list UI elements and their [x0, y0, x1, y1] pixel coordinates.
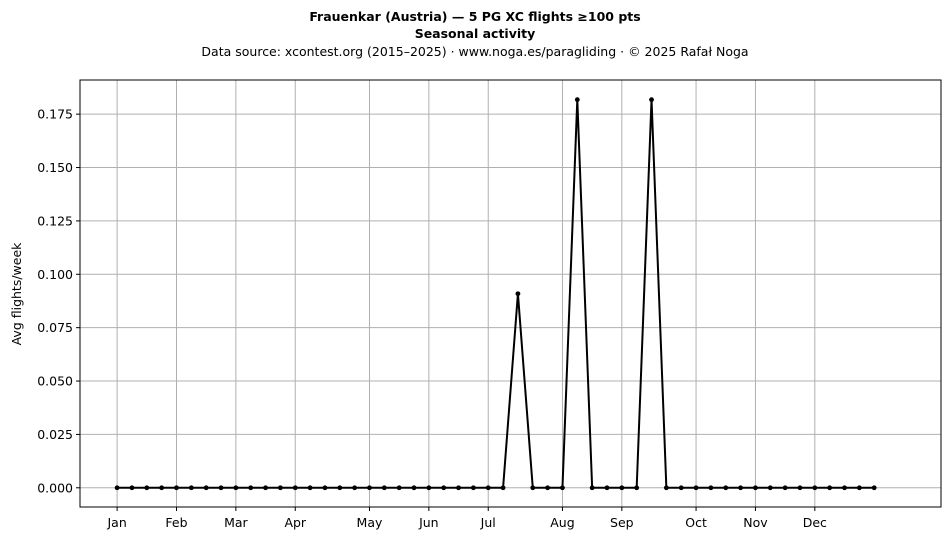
data-point [174, 485, 179, 491]
data-point [426, 485, 432, 491]
y-tick-label: 0.075 [37, 320, 73, 335]
data-point [129, 485, 135, 491]
x-tick-label: Nov [743, 515, 768, 530]
data-point [515, 291, 521, 297]
data-point [188, 485, 194, 491]
data-point [248, 485, 254, 491]
x-tick-label: Apr [284, 515, 306, 530]
data-point [782, 485, 788, 491]
data-point [203, 485, 209, 491]
data-point [485, 485, 491, 491]
data-point [441, 485, 447, 491]
data-point [500, 485, 506, 491]
data-point [144, 485, 150, 491]
data-point [114, 485, 120, 491]
y-axis-label: Avg flights/week [9, 242, 24, 346]
data-point [663, 485, 669, 491]
data-point [545, 485, 551, 491]
y-tick-label: 0.150 [37, 160, 73, 175]
x-tick-label: Jan [106, 515, 126, 530]
chart-subtitle: Seasonal activity [415, 26, 536, 41]
data-point [159, 485, 165, 491]
plot-frame [79, 79, 942, 508]
x-tick-label: Jun [418, 515, 439, 530]
x-tick-label: Jul [480, 515, 496, 530]
data-point [827, 485, 833, 491]
data-point [263, 485, 268, 491]
data-point [278, 485, 283, 491]
data-point [456, 485, 461, 491]
data-point [292, 485, 298, 491]
data-point [307, 485, 313, 491]
data-point [352, 485, 358, 491]
data-point [649, 97, 654, 103]
data-point [322, 485, 328, 491]
data-point [842, 485, 847, 491]
y-tick-label: 0.000 [37, 480, 73, 495]
chart-source-note: Data source: xcontest.org (2015–2025) · … [201, 44, 748, 59]
data-point [871, 485, 877, 491]
grid [80, 80, 941, 507]
data-point [574, 97, 580, 103]
y-tick-label: 0.025 [37, 427, 73, 442]
series-line [117, 98, 875, 489]
x-tick-label: Dec [803, 515, 827, 530]
data-point [723, 485, 729, 491]
data-point [233, 485, 239, 491]
data-point [604, 485, 610, 491]
y-tick-label: 0.125 [37, 213, 73, 228]
data-point [411, 485, 417, 491]
data-point [856, 485, 862, 491]
data-point [530, 485, 536, 491]
data-point [693, 485, 699, 491]
data-point [812, 485, 818, 491]
y-tick-label: 0.050 [37, 374, 73, 389]
data-point [678, 485, 684, 491]
chart-title: Frauenkar (Austria) — 5 PG XC flights ≥1… [309, 9, 640, 24]
x-tick-label: Sep [610, 515, 634, 530]
data-point [218, 485, 224, 491]
x-axis: Jan Feb Mar Apr May Jun Jul Aug Sep Oct Nov Dec [106, 507, 827, 530]
data-point [708, 485, 714, 491]
data-point [619, 485, 625, 491]
data-point [337, 485, 343, 491]
data-point [560, 485, 565, 491]
y-tick-label: 0.100 [37, 267, 73, 282]
series-layer [114, 97, 877, 491]
x-tick-label: Feb [165, 515, 187, 530]
x-tick-label: Aug [550, 515, 574, 530]
data-point [753, 485, 758, 491]
data-point [589, 485, 595, 491]
data-point [767, 485, 773, 491]
data-point [634, 485, 640, 491]
x-tick-label: May [357, 515, 383, 530]
y-tick-label: 0.175 [37, 107, 73, 122]
x-tick-label: Mar [224, 515, 248, 530]
y-axis: 0.000 0.025 0.050 0.075 0.100 0.125 0.150 0.175 [37, 107, 80, 495]
data-point [381, 485, 387, 491]
data-point [470, 485, 476, 491]
data-point [367, 485, 372, 491]
data-point [738, 485, 743, 491]
data-point [396, 485, 402, 491]
x-tick-label: Oct [685, 515, 707, 530]
data-point [797, 485, 803, 491]
